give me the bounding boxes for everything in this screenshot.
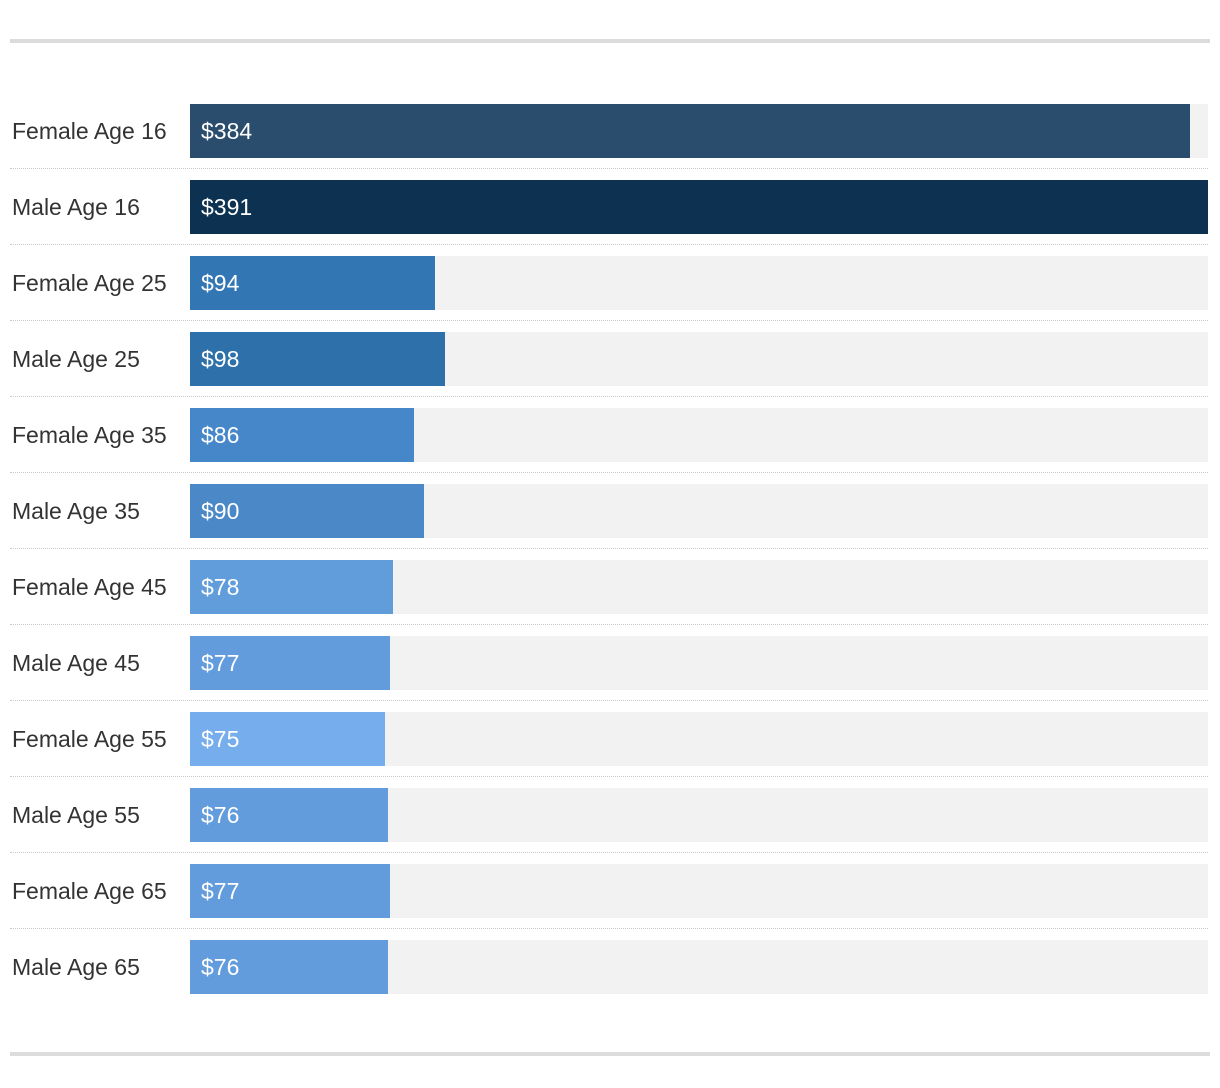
bar-track: $90 bbox=[190, 484, 1208, 538]
row-divider bbox=[10, 928, 1208, 929]
bar-row: Male Age 25 $98 bbox=[10, 320, 1208, 397]
bar-track: $94 bbox=[190, 256, 1208, 310]
bar bbox=[190, 332, 446, 386]
row-divider bbox=[10, 320, 1208, 321]
bar bbox=[190, 788, 388, 842]
row-divider bbox=[10, 168, 1208, 169]
value-label: $75 bbox=[201, 726, 240, 752]
bar-track: $76 bbox=[190, 940, 1208, 994]
bar bbox=[190, 256, 435, 310]
bar-row: Male Age 35 $90 bbox=[10, 472, 1208, 549]
row-divider bbox=[10, 472, 1208, 473]
bar-row: Female Age 45 $78 bbox=[10, 548, 1208, 625]
row-divider bbox=[10, 852, 1208, 853]
row-divider bbox=[10, 776, 1208, 777]
category-label: Male Age 16 bbox=[12, 194, 140, 220]
row-divider bbox=[10, 548, 1208, 549]
horizontal-bar-chart: Female Age 16 $384 Male Age 16 $391 Female A… bbox=[10, 92, 1208, 1004]
row-divider bbox=[10, 624, 1208, 625]
bar-row: Female Age 16 $384 bbox=[10, 92, 1208, 169]
bar-track: $77 bbox=[190, 636, 1208, 690]
category-label: Male Age 35 bbox=[12, 498, 140, 524]
bar-row: Female Age 55 $75 bbox=[10, 700, 1208, 777]
value-label: $78 bbox=[201, 574, 240, 600]
bar-row: Male Age 45 $77 bbox=[10, 624, 1208, 701]
bar-row: Female Age 25 $94 bbox=[10, 244, 1208, 321]
bar-track: $75 bbox=[190, 712, 1208, 766]
value-label: $77 bbox=[201, 650, 240, 676]
value-label: $76 bbox=[201, 954, 240, 980]
value-label: $77 bbox=[201, 878, 240, 904]
row-divider bbox=[10, 396, 1208, 397]
value-label: $94 bbox=[201, 270, 240, 296]
category-label: Male Age 65 bbox=[12, 954, 140, 980]
bar-track: $86 bbox=[190, 408, 1208, 462]
value-label: $90 bbox=[201, 498, 240, 524]
bar-track: $76 bbox=[190, 788, 1208, 842]
category-label: Female Age 55 bbox=[12, 726, 167, 752]
category-label: Male Age 25 bbox=[12, 346, 140, 372]
category-label: Female Age 16 bbox=[12, 118, 167, 144]
category-label: Female Age 45 bbox=[12, 574, 167, 600]
top-rule bbox=[10, 39, 1210, 43]
value-label: $98 bbox=[201, 346, 240, 372]
value-label: $86 bbox=[201, 422, 240, 448]
bar bbox=[190, 864, 391, 918]
bar-row: Male Age 16 $391 bbox=[10, 168, 1208, 245]
bar bbox=[190, 180, 1208, 234]
bar-track: $384 bbox=[190, 104, 1208, 158]
bar bbox=[190, 484, 425, 538]
bar bbox=[190, 636, 391, 690]
bar bbox=[190, 560, 394, 614]
category-label: Female Age 35 bbox=[12, 422, 167, 448]
category-label: Female Age 65 bbox=[12, 878, 167, 904]
bar bbox=[190, 712, 386, 766]
bar bbox=[190, 408, 414, 462]
category-label: Male Age 55 bbox=[12, 802, 140, 828]
bar-row: Female Age 35 $86 bbox=[10, 396, 1208, 473]
bar-track: $391 bbox=[190, 180, 1208, 234]
bar-row: Male Age 55 $76 bbox=[10, 776, 1208, 853]
value-label: $384 bbox=[201, 118, 253, 144]
category-label: Female Age 25 bbox=[12, 270, 167, 296]
bottom-rule bbox=[10, 1052, 1210, 1056]
bar bbox=[190, 940, 388, 994]
row-divider bbox=[10, 244, 1208, 245]
bar-track: $78 bbox=[190, 560, 1208, 614]
bar-row: Female Age 65 $77 bbox=[10, 852, 1208, 929]
row-divider bbox=[10, 700, 1208, 701]
bar bbox=[190, 104, 1190, 158]
bar-track: $77 bbox=[190, 864, 1208, 918]
bar-row: Male Age 65 $76 bbox=[10, 928, 1208, 1004]
value-label: $76 bbox=[201, 802, 240, 828]
bar-track: $98 bbox=[190, 332, 1208, 386]
value-label: $391 bbox=[201, 194, 253, 220]
category-label: Male Age 45 bbox=[12, 650, 140, 676]
